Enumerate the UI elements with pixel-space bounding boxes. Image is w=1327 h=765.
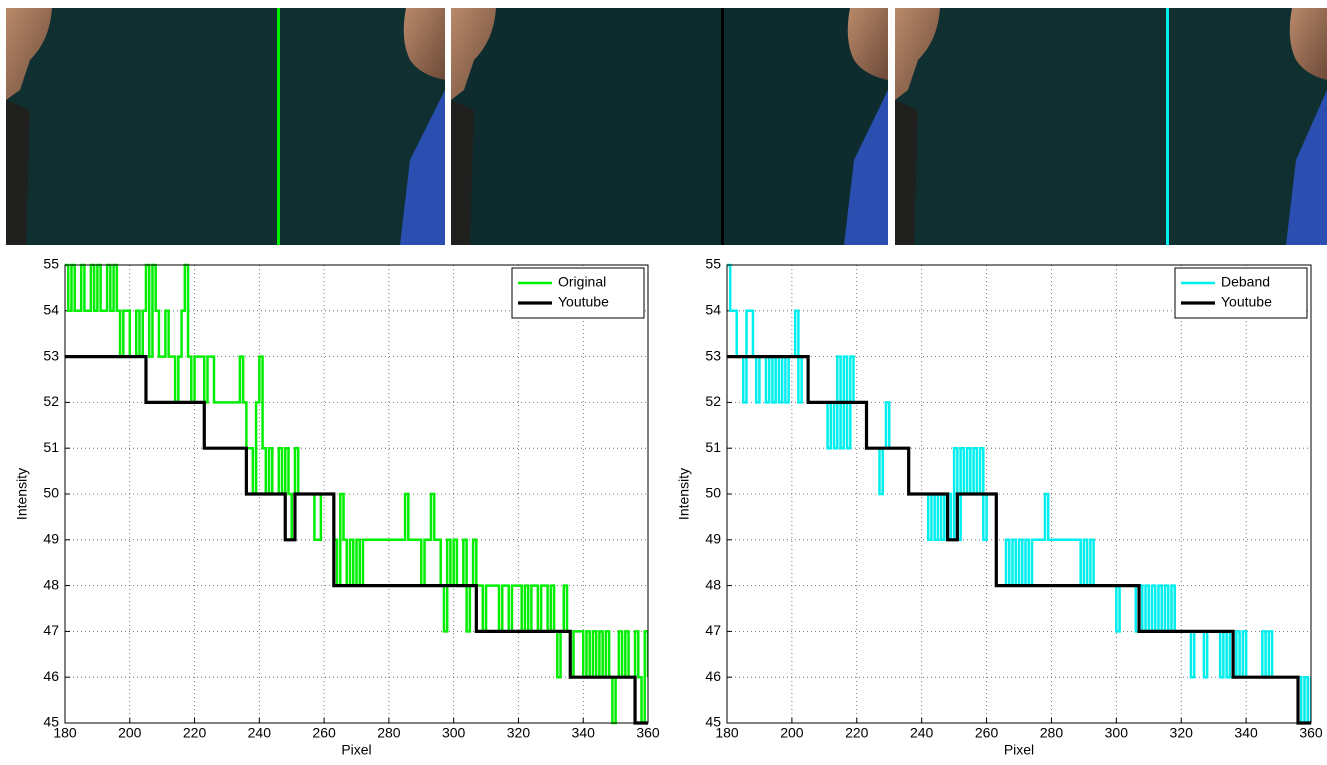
x-tick-label: 180 <box>715 725 739 741</box>
axes-frame <box>726 264 1312 724</box>
image-panel <box>895 8 1327 245</box>
x-tick-label: 300 <box>442 725 466 741</box>
legend-label: Deband <box>1221 274 1270 290</box>
data-layer <box>65 263 648 725</box>
chart: 180 200 220 240 260 280 300 320 340 360 45 46 47 48 49… <box>676 256 1323 758</box>
chart: 180 200 220 240 260 280 300 320 340 360 45 46 47 48 49… <box>14 256 660 758</box>
x-tick-label: 360 <box>1299 725 1323 741</box>
y-tick-label: 51 <box>705 439 721 455</box>
x-tick-label: 200 <box>780 725 804 741</box>
legend-box <box>511 267 645 319</box>
x-tick-label: 260 <box>312 725 336 741</box>
data-line <box>727 355 1311 725</box>
x-axis-label: Pixel <box>1004 742 1034 758</box>
legend-label: Youtube <box>558 294 609 310</box>
y-tick-label: 50 <box>705 485 721 501</box>
x-tick-label: 280 <box>1040 725 1064 741</box>
legend-label: Original <box>558 274 606 290</box>
y-tick-label: 47 <box>43 622 59 638</box>
y-axis-label: Intensity <box>14 468 30 520</box>
image-panel <box>451 8 888 245</box>
x-axis-label: Pixel <box>341 742 371 758</box>
y-tick-label: 52 <box>705 393 721 409</box>
y-tick-label: 51 <box>43 439 59 455</box>
y-tick-label: 48 <box>43 576 59 592</box>
legend-label: Youtube <box>1221 294 1272 310</box>
plot-area <box>65 265 648 723</box>
y-tick-label: 48 <box>705 576 721 592</box>
y-tick-label: 54 <box>43 302 59 318</box>
x-tick-label: 320 <box>507 725 531 741</box>
y-tick-label: 47 <box>705 622 721 638</box>
data-line <box>65 355 648 725</box>
x-tick-label: 240 <box>910 725 934 741</box>
x-tick-label: 300 <box>1105 725 1129 741</box>
x-tick-label: 180 <box>53 725 77 741</box>
y-tick-label: 50 <box>43 485 59 501</box>
x-tick-label: 340 <box>1234 725 1258 741</box>
data-layer <box>727 263 1311 725</box>
x-tick-label: 340 <box>572 725 596 741</box>
x-tick-label: 260 <box>975 725 999 741</box>
y-tick-label: 45 <box>43 714 59 730</box>
y-tick-label: 52 <box>43 393 59 409</box>
y-tick-label: 46 <box>43 668 59 684</box>
y-tick-label: 54 <box>705 302 721 318</box>
x-tick-label: 220 <box>183 725 207 741</box>
image-panel <box>6 8 445 245</box>
x-tick-label: 280 <box>377 725 401 741</box>
x-tick-label: 240 <box>248 725 272 741</box>
y-tick-label: 55 <box>43 256 59 272</box>
y-tick-label: 49 <box>43 531 59 547</box>
y-tick-label: 46 <box>705 668 721 684</box>
x-tick-label: 360 <box>636 725 660 741</box>
y-tick-label: 45 <box>705 714 721 730</box>
y-axis-label: Intensity <box>676 468 692 520</box>
y-tick-label: 49 <box>705 531 721 547</box>
y-tick-label: 53 <box>705 347 721 363</box>
axes-frame <box>64 264 649 724</box>
x-tick-label: 320 <box>1170 725 1194 741</box>
legend-box <box>1174 267 1308 319</box>
x-tick-label: 200 <box>118 725 142 741</box>
x-tick-label: 220 <box>845 725 869 741</box>
y-tick-label: 53 <box>43 347 59 363</box>
y-tick-label: 55 <box>705 256 721 272</box>
